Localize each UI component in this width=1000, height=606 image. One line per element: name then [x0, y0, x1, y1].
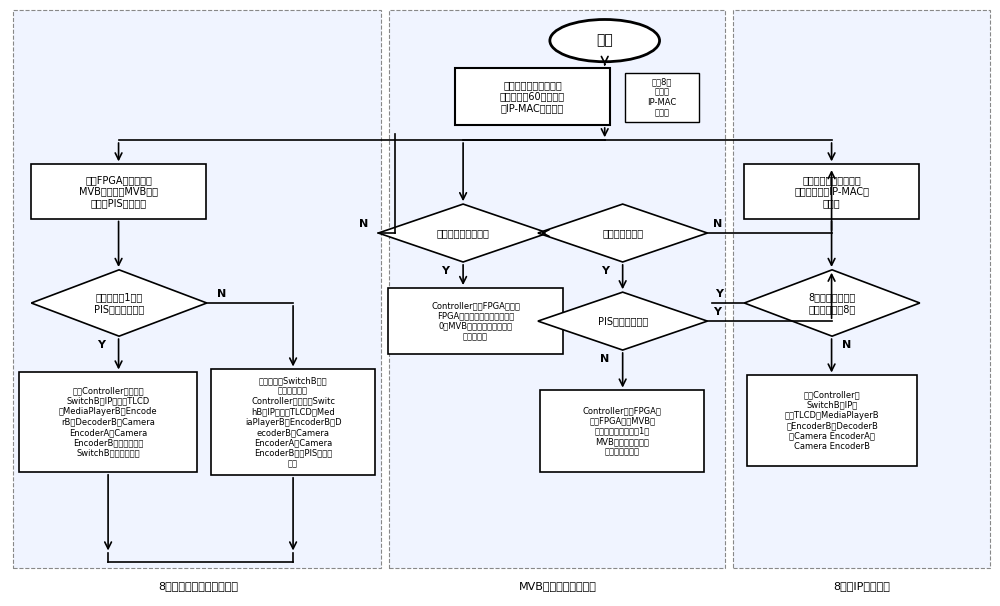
- FancyBboxPatch shape: [211, 369, 375, 475]
- Text: 创建8网
段设备
IP-MAC
地址表: 创建8网 段设备 IP-MAC 地址表: [647, 77, 677, 118]
- Text: N: N: [842, 340, 851, 350]
- FancyBboxPatch shape: [13, 10, 381, 568]
- Ellipse shape: [550, 19, 660, 62]
- Text: Controller命令FPGA解挂，
FPGA关中继，重置联挂地址为
0，MVB地址变化且有效后，
解挂成功。: Controller命令FPGA解挂， FPGA关中继，重置联挂地址为 0，MV…: [431, 301, 520, 341]
- Text: Y: Y: [713, 307, 721, 317]
- Text: 开始: 开始: [596, 33, 613, 48]
- Text: Y: Y: [715, 289, 723, 299]
- FancyBboxPatch shape: [19, 372, 197, 472]
- Text: N: N: [713, 219, 722, 229]
- FancyBboxPatch shape: [455, 68, 610, 125]
- Text: 8网段设备网段等
于联挂地址加8？: 8网段设备网段等 于联挂地址加8？: [808, 292, 856, 314]
- Text: 8网段以太网联挂解挂线程: 8网段以太网联挂解挂线程: [158, 582, 238, 591]
- Text: 关闭交换机SwitchB的联
挂端口。设置
Controller和交换机Switc
hB的IP。重启TLCD、Med
iaPlayerB、EncoderB、D
: 关闭交换机SwitchB的联 挂端口。设置 Controller和交换机Swit…: [245, 376, 341, 468]
- Polygon shape: [31, 270, 207, 336]
- Text: 设置Controller和交换机
SwitchB的IP。重启TLCD
、MediaPlayerB、Encode
rB、DecoderB、Camera
Encod: 设置Controller和交换机 SwitchB的IP。重启TLCD 、Medi…: [59, 387, 157, 458]
- FancyBboxPatch shape: [31, 164, 206, 219]
- Text: N: N: [600, 354, 609, 364]
- Text: 联挂信号来自本车？: 联挂信号来自本车？: [437, 228, 490, 238]
- FancyBboxPatch shape: [625, 73, 699, 122]
- FancyBboxPatch shape: [388, 288, 563, 355]
- Text: Y: Y: [97, 340, 105, 350]
- Text: 修改Controller、
SwitchB的IP，
重启TLCD、MediaPlayerB
、EncoderB、DecoderB
、Camera Encoder: 修改Controller、 SwitchB的IP， 重启TLCD、MediaPl…: [785, 390, 879, 451]
- FancyBboxPatch shape: [747, 375, 917, 466]
- Text: Y: Y: [441, 266, 449, 276]
- Text: 联挂地址为1或者
PIS为联挂状态？: 联挂地址为1或者 PIS为联挂状态？: [94, 292, 144, 314]
- Text: 8网段IP维护线程: 8网段IP维护线程: [834, 582, 890, 591]
- Text: 联挂信号有效？: 联挂信号有效？: [602, 228, 643, 238]
- Polygon shape: [538, 292, 707, 350]
- Text: Controller命令FPGA联
挂，FPGA打开MVB中
继，设置联挂地址为1，
MVB地址变化且有效
后，联挂成功。: Controller命令FPGA联 挂，FPGA打开MVB中 继，设置联挂地址为…: [583, 406, 662, 456]
- Text: 发送组播命令获取设备
维护信息，60秒内完成
对IP-MAC表的创建: 发送组播命令获取设备 维护信息，60秒内完成 对IP-MAC表的创建: [500, 80, 565, 113]
- FancyBboxPatch shape: [733, 10, 990, 568]
- Text: Y: Y: [601, 266, 609, 276]
- Text: 检测FPGA联挂读判、
MVB中继口、MVB设备
地址、PIS当前状态: 检测FPGA联挂读判、 MVB中继口、MVB设备 地址、PIS当前状态: [79, 175, 158, 208]
- Polygon shape: [744, 270, 920, 336]
- FancyBboxPatch shape: [540, 390, 704, 472]
- FancyBboxPatch shape: [744, 164, 919, 219]
- Text: N: N: [359, 219, 368, 229]
- Text: MVB网络联挂解挂线程: MVB网络联挂解挂线程: [519, 582, 597, 591]
- Polygon shape: [538, 204, 707, 262]
- Text: PIS是联挂状态？: PIS是联挂状态？: [598, 316, 648, 326]
- FancyBboxPatch shape: [389, 10, 725, 568]
- Text: N: N: [217, 289, 226, 299]
- Polygon shape: [378, 204, 548, 262]
- Text: 获取设备维护信息，存
在于已创建的IP-MAC地
址表中: 获取设备维护信息，存 在于已创建的IP-MAC地 址表中: [794, 175, 869, 208]
